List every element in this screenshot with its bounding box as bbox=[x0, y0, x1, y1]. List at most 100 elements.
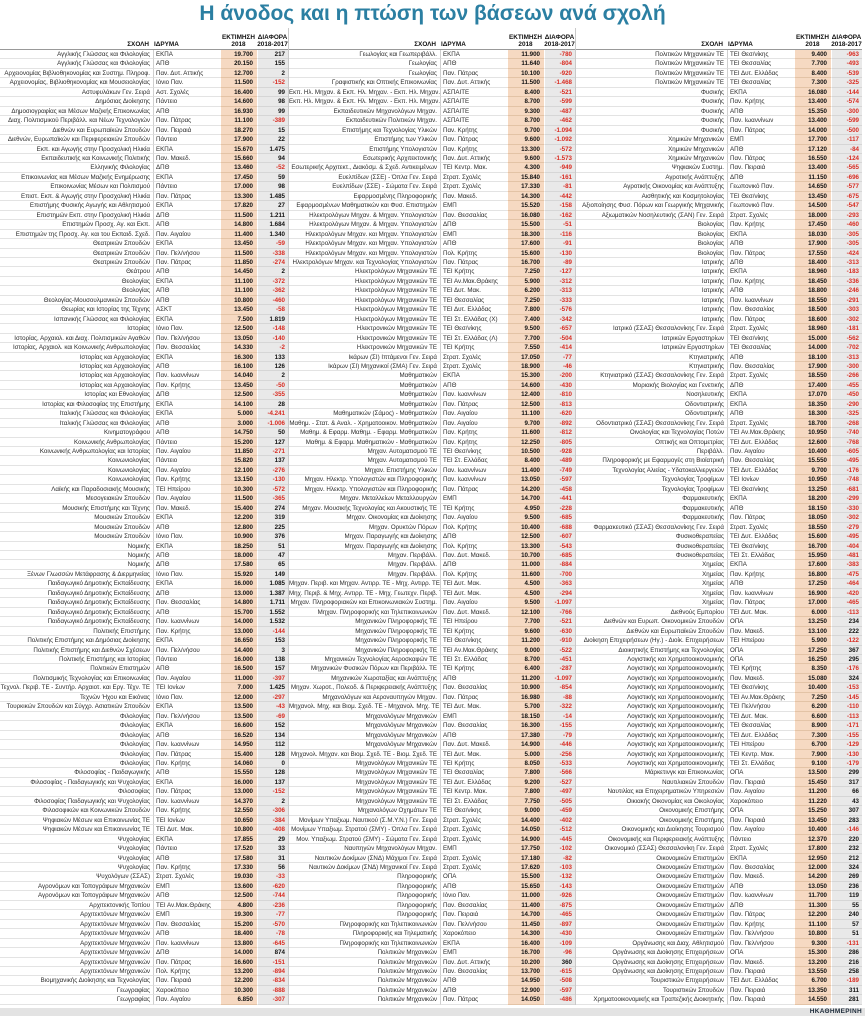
estimate-2018-cell: 12.950 bbox=[794, 853, 831, 863]
diff-2018-2017-cell: 217 bbox=[257, 50, 288, 60]
school-cell: Ψηφιακών Μέσων και Επικοινωνίας ΤΕ bbox=[0, 815, 154, 826]
table-row: Ελληνικής Φιλολογίας ΔΠΘ 13.460 -52 bbox=[0, 163, 288, 173]
diff-2018-2017-cell: -155 bbox=[831, 730, 862, 741]
diff-2018-2017-cell: -148 bbox=[257, 324, 288, 334]
estimate-2018-cell: 18.700 bbox=[794, 418, 831, 429]
diff-2018-2017-cell: -132 bbox=[544, 872, 575, 882]
table-row: Μηχανικών Φυσικών Πόρων και Περιβάλλ. ΤΕ… bbox=[289, 664, 575, 674]
institution-cell: ΕΚΠΑ bbox=[154, 353, 220, 362]
estimate-2018-cell: 16.600 bbox=[220, 721, 257, 731]
diff-2018-2017-cell: -113 bbox=[831, 711, 862, 722]
table-row: Φαρμακευτικής ΕΚΠΑ 18.200 -299 bbox=[576, 494, 862, 504]
estimate-2018-cell: 11.500 bbox=[220, 248, 257, 258]
school-cell: Οδοντιατρικής bbox=[576, 409, 728, 419]
school-cell: Ικάρων (ΣΙ) Ιπτάμενοι Γεν. Σειρά bbox=[289, 352, 441, 362]
institution-cell: ΑΣΠΑΙΤΕ bbox=[441, 97, 507, 107]
diff-2018-2017-cell: -2 bbox=[257, 343, 288, 353]
school-cell: Πολιτικών Μηχανικών bbox=[289, 966, 441, 977]
estimate-2018-cell: 14.450 bbox=[220, 267, 257, 277]
diff-2018-2017-cell: -325 bbox=[831, 78, 862, 88]
institution-cell: ΑΠΘ bbox=[728, 353, 794, 362]
header-diff-2018-2017: ΔΙΑΦΟΡΑ 2018-2017 bbox=[831, 34, 862, 48]
table-row: Ηλεκτρολόγων Μηχανικών ΤΕ ΤΕΙ Αν.Μακ.Θράκ… bbox=[289, 276, 575, 287]
diff-2018-2017-cell: 59 bbox=[257, 172, 288, 183]
diff-2018-2017-cell: -620 bbox=[544, 409, 575, 419]
table-row: Εσωτερικής Αρχιτεκτονικής Παν. Δυτ. Αττικ… bbox=[289, 153, 575, 164]
school-cell: Μονίμων Υπαξιωμ. Ναυτικού (Σ.Μ.Υ.Ν.) Γεν… bbox=[289, 815, 441, 826]
institution-cell: ΕΜΠ bbox=[441, 844, 507, 854]
table-row: Φυσικοθεραπείας ΤΕΙ Δυτ. Ελλάδας 15.600 -49… bbox=[576, 532, 862, 542]
table-row: Θεολογίας ΑΠΘ 11.100 -362 bbox=[0, 286, 288, 296]
institution-cell: ΤΕΙ Αν.Μακ.Θράκης bbox=[728, 693, 794, 703]
institution-cell: Παν. Μακεδ. bbox=[154, 504, 220, 514]
diff-2018-2017-cell: 1.552 bbox=[257, 607, 288, 618]
table-row: Ιατρικής ΑΠΘ 18.800 -246 bbox=[576, 286, 862, 296]
estimate-2018-cell: 14.370 bbox=[220, 796, 257, 807]
table-row: Ιστορίας και Αρχαιολογίας ΑΠΘ 16.100 126 bbox=[0, 361, 288, 372]
estimate-2018-cell: 14.400 bbox=[220, 645, 257, 655]
table-row: Μαθηματικών Παν. Πάτρας 12.500 -813 bbox=[289, 399, 575, 410]
header-diff-2018-2017: ΔΙΑΦΟΡΑ 2018-2017 bbox=[257, 34, 288, 48]
estimate-2018-cell: 10.800 bbox=[794, 929, 831, 939]
school-cell: Πολιτικών Μηχανικών bbox=[289, 976, 441, 986]
school-cell: Τουριστικών Σπουδών bbox=[576, 985, 728, 996]
institution-cell: Παν. Αιγαίου bbox=[154, 494, 220, 504]
institution-cell: ΕΜΠ bbox=[728, 135, 794, 145]
table-row: Διοικητικής Επιστήμης και Τεχνολογίας ΟΠΑ… bbox=[576, 645, 862, 655]
school-cell: Ναυτιλιακών Σπουδών bbox=[576, 777, 728, 788]
school-cell: Ψυχολόγων (ΣΣΑΣ) bbox=[0, 872, 154, 882]
diff-2018-2017-cell: -322 bbox=[544, 702, 575, 712]
school-cell: Μηχανολ. Μηχ. και Βιομ. Σχεδ. ΤΕ - Μηχαν… bbox=[289, 702, 441, 712]
estimate-2018-cell: 17.550 bbox=[794, 248, 831, 258]
institution-cell: Παν. Πάτρας bbox=[728, 315, 794, 325]
diff-2018-2017-cell: 874 bbox=[257, 948, 288, 958]
school-cell: Ψυχολογίας bbox=[0, 862, 154, 873]
school-cell: Οδοντιατρικό (ΣΣΑΣ) Θεσσαλονίκης Γεν. Σε… bbox=[576, 418, 728, 429]
institution-cell: ΑΠΘ bbox=[154, 419, 220, 429]
table-row: Επιστήμης των Υλικών Παν. Πάτρας 9.600 -1.0… bbox=[289, 135, 575, 145]
estimate-2018-cell: 15.700 bbox=[220, 607, 257, 618]
school-cell: Διεθνούς Εμπορίου bbox=[576, 607, 728, 618]
table-row: Μηχανολόγων Μηχανικών ΕΜΠ 18.150 -14 bbox=[289, 711, 575, 722]
table-row: Οικονομικών Επιστημών Παν. Μακεδ. 14.200 26… bbox=[576, 872, 862, 882]
school-cell: Ηλεκτρολόγων Μηχανικών ΤΕ bbox=[289, 305, 441, 315]
page-title: Η άνοδος και η πτώση των βάσεων ανά σχολ… bbox=[199, 2, 666, 25]
diff-2018-2017-cell: -487 bbox=[544, 106, 575, 117]
school-cell: Τεχνολογίας Τροφίμων bbox=[576, 484, 728, 495]
table-row: Μηχανολ. Μηχ. και Βιομ. Σχεδ. ΤΕ - Μηχαν… bbox=[289, 702, 575, 712]
school-cell: Επικοινωνίας Μέσων και Πολιτισμού bbox=[0, 182, 154, 192]
school-cell: Φιλοσοφίας - Παιδαγωγικής και Ψυχολογίας bbox=[0, 777, 154, 788]
table-row: Κτηνιατρικής ΑΠΘ 18.100 -313 bbox=[576, 352, 862, 362]
estimate-2018-cell: 14.750 bbox=[220, 428, 257, 438]
institution-cell: Ιόνιο Παν. bbox=[154, 78, 220, 88]
estimate-2018-cell: 7.750 bbox=[507, 796, 544, 807]
table-row: Ιατρικής Παν. Ιωαννίνων 18.550 -291 bbox=[576, 295, 862, 306]
institution-cell: ΑΠΘ bbox=[441, 381, 507, 391]
diff-2018-2017-cell: -615 bbox=[544, 966, 575, 977]
table-row: Επιστημών της Προσχ. Αγ. και του Εκπαιδ.… bbox=[0, 229, 288, 240]
table-row: Τεχνολ. Περιβ. ΤΕ - Συντήρ. Αρχαιοτ. και… bbox=[0, 683, 288, 693]
estimate-2018-cell: 15.920 bbox=[220, 569, 257, 580]
school-cell: Παιδαγωγικό Δημοτικής Εκπαίδευσης bbox=[0, 617, 154, 627]
diff-2018-2017-cell: -688 bbox=[544, 522, 575, 533]
institution-cell: Στρατ. Σχολές bbox=[441, 816, 507, 826]
school-cell: Επιστήμης των Υλικών bbox=[289, 135, 441, 145]
diff-2018-2017-cell: -162 bbox=[544, 210, 575, 221]
institution-cell: ΤΕΙ Κρήτης bbox=[441, 627, 507, 637]
estimate-2018-cell: 16.000 bbox=[220, 655, 257, 665]
institution-cell: ΤΕΙ Θεσσαλίας bbox=[728, 343, 794, 353]
estimate-2018-cell: 12.000 bbox=[794, 862, 831, 873]
table-row: Αρχιτεκτόνων Μηχανικών Παν. Πάτρας 16.600-… bbox=[0, 957, 288, 967]
school-cell: Μηχανολόγων Οχημάτων ΤΕ bbox=[289, 806, 441, 816]
institution-cell: ΤΕΙ Θεσ/νίκης bbox=[441, 324, 507, 334]
school-cell: Πολιτικής Επιστήμης και Δημόσιας Διοίκησ… bbox=[0, 636, 154, 646]
institution-cell: ΕΜΠ bbox=[154, 910, 220, 920]
diff-2018-2017-cell: -161 bbox=[544, 172, 575, 183]
institution-cell: ΤΕΙ Κρήτης bbox=[441, 267, 507, 277]
estimate-2018-cell: 14.060 bbox=[220, 758, 257, 769]
school-cell: Ναυτικών Δοκίμων (ΣΝΔ) Μάχιμοι Γεν. Σειρ… bbox=[289, 853, 441, 863]
institution-cell: ΤΕΙ Δυτ. Μακ. bbox=[154, 825, 220, 835]
school-cell: Ιατρικής bbox=[576, 295, 728, 306]
table-row: Κοινωνιολογίας Παν. Κρήτης 13.150 -130 bbox=[0, 475, 288, 485]
institution-cell: Παν. Κρήτης bbox=[154, 759, 220, 769]
